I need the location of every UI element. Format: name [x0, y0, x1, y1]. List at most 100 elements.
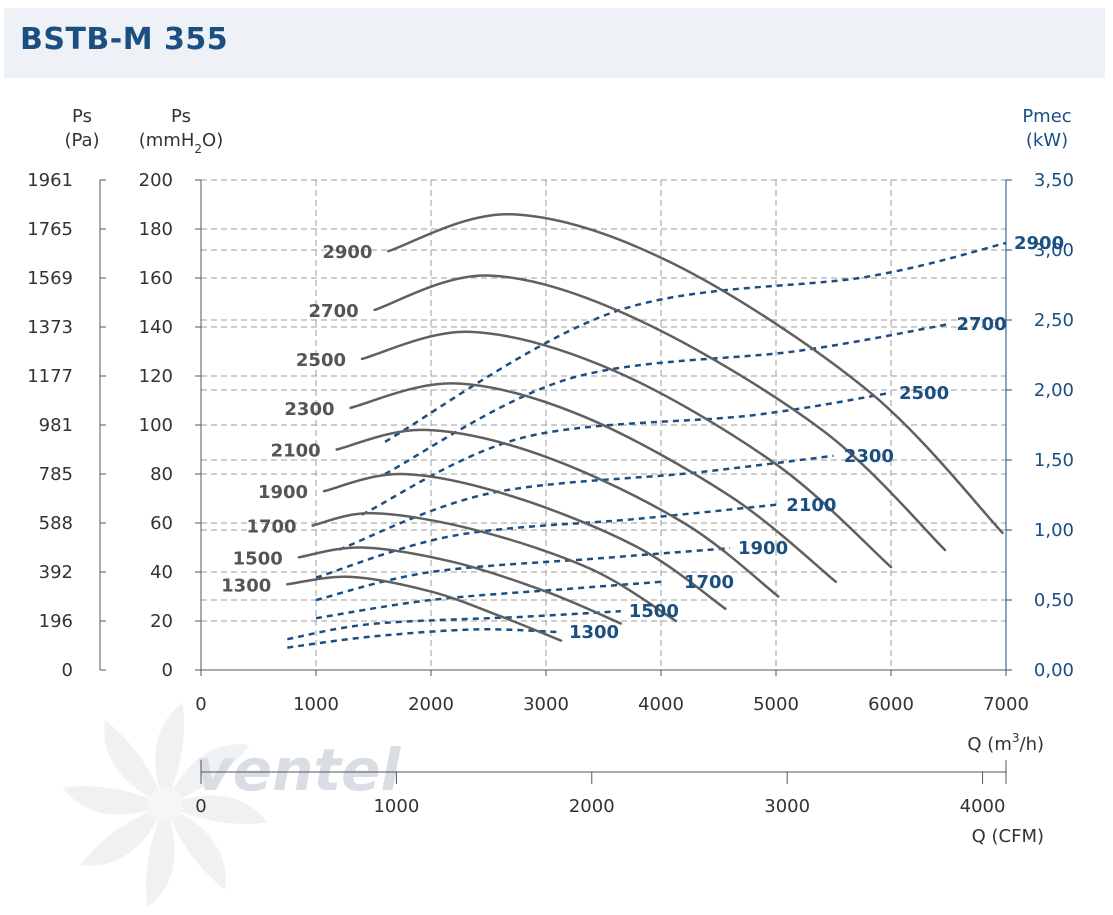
pressure-curve-label: 2300 — [284, 399, 334, 420]
pressure-curve-2500 — [360, 330, 893, 569]
pressure-curve-2100 — [335, 428, 780, 598]
power-curve-label: 1700 — [684, 572, 734, 593]
y2-tick-label: 1,50 — [1034, 450, 1074, 471]
x-m3h-tick-label: 5000 — [753, 694, 799, 715]
pressure-curve-label: 1900 — [258, 482, 308, 503]
power-curves — [287, 241, 1007, 649]
y-mm-tick-label: 160 — [139, 268, 173, 289]
left-pa-axis-title: Ps — [72, 106, 92, 127]
right-axis-title: Pmec — [1022, 106, 1071, 127]
y-mm-tick-label: 200 — [139, 170, 173, 191]
power-curve-label: 2100 — [786, 495, 836, 516]
y-pa-tick-label: 981 — [39, 415, 73, 436]
pressure-curve-1500 — [297, 546, 623, 625]
ventel-watermark: ventel — [62, 702, 401, 908]
y-pa-tick-label: 1569 — [27, 268, 73, 289]
title-bar: BSTB-M 355 — [4, 8, 1105, 78]
power-curve-label: 2900 — [1014, 233, 1064, 254]
y2-tick-label: 0,50 — [1034, 590, 1074, 611]
pressure-curves — [286, 213, 1004, 642]
y2-tick-label: 2,50 — [1034, 310, 1074, 331]
y-mm-tick-label: 100 — [139, 415, 173, 436]
fan-blade-shape — [80, 805, 165, 866]
y-mm-tick-label: 180 — [139, 219, 173, 240]
fan-hub-shape — [147, 787, 183, 823]
fan-blade-shape — [155, 702, 184, 805]
x-m3h-tick-label: 2000 — [408, 694, 454, 715]
pressure-curve-2900 — [387, 213, 1004, 535]
y-pa-tick-label: 1961 — [27, 170, 73, 191]
axes: 0204060801001201401601802000196392588785… — [27, 170, 1074, 817]
right-axis-unit: (kW) — [1026, 130, 1068, 151]
power-curve-label: 1500 — [629, 601, 679, 622]
y-mm-tick-label: 40 — [150, 562, 173, 583]
pressure-curve-label: 2900 — [322, 242, 372, 263]
left-mm-unit-post: O) — [202, 130, 223, 151]
pressure-curve-label: 2500 — [296, 350, 346, 371]
x-m3h-axis-label: Q (m3/h) — [967, 731, 1044, 755]
curve-labels: 1300150017001900210023002500270029001300… — [221, 233, 1064, 643]
y2-tick-label: 3,00 — [1034, 240, 1074, 261]
pressure-curve-1300 — [286, 575, 563, 642]
pressure-curve-2700 — [373, 274, 947, 552]
pressure-curve-1700 — [311, 511, 678, 623]
fan-blade-shape — [62, 786, 165, 815]
y-pa-tick-label: 1373 — [27, 317, 73, 338]
y-pa-tick-label: 392 — [39, 562, 73, 583]
y2-tick-label: 2,00 — [1034, 380, 1074, 401]
pressure-curve-label: 2700 — [309, 301, 359, 322]
x-m3h-label-pre: Q (m — [967, 734, 1011, 755]
x-m3h-label-post: /h) — [1020, 734, 1045, 755]
fan-watermark-icon — [62, 702, 268, 908]
pressure-curve-label: 1500 — [233, 548, 283, 569]
power-curve-label: 1300 — [569, 622, 619, 643]
x-m3h-tick-label: 3000 — [523, 694, 569, 715]
power-curve-1300 — [287, 628, 562, 649]
power-curve-2500 — [361, 391, 892, 516]
pressure-curve-2300 — [349, 382, 838, 584]
left-mm-axis-unit: (mmH2O) — [139, 130, 223, 156]
left-mm-unit-sub: 2 — [194, 142, 202, 156]
x-m3h-tick-label: 7000 — [983, 694, 1029, 715]
x-m3h-label-sup: 3 — [1012, 731, 1020, 745]
power-curve-label: 2700 — [957, 314, 1007, 335]
y2-tick-label: 0,00 — [1034, 660, 1074, 681]
y-pa-tick-label: 1765 — [27, 219, 73, 240]
left-mm-unit-pre: (mmH — [139, 130, 195, 151]
pressure-curve-label: 1300 — [221, 575, 271, 596]
chart-title: BSTB-M 355 — [20, 22, 229, 57]
fan-blade-shape — [104, 720, 165, 805]
y-mm-tick-label: 140 — [139, 317, 173, 338]
power-curve-1900 — [315, 546, 731, 602]
power-curve-1700 — [315, 580, 662, 620]
y-mm-tick-label: 120 — [139, 366, 173, 387]
y-mm-tick-label: 0 — [162, 660, 173, 681]
x-m3h-tick-label: 0 — [195, 694, 206, 715]
x-cfm-tick-label: 0 — [195, 796, 206, 817]
x-cfm-tick-label: 2000 — [569, 796, 615, 817]
y-pa-tick-label: 196 — [39, 611, 73, 632]
x-m3h-tick-label: 1000 — [293, 694, 339, 715]
x-cfm-axis-label: Q (CFM) — [972, 826, 1044, 847]
x-cfm-tick-label: 3000 — [764, 796, 810, 817]
power-curve-label: 1900 — [738, 538, 788, 559]
power-curve-2100 — [315, 503, 777, 579]
x-cfm-tick-label: 4000 — [960, 796, 1006, 817]
pressure-curve-label: 2100 — [271, 441, 321, 462]
pressure-curve-1900 — [322, 472, 727, 611]
x-m3h-tick-label: 6000 — [868, 694, 914, 715]
y2-tick-label: 1,00 — [1034, 520, 1074, 541]
power-curve-2300 — [338, 454, 834, 551]
left-mm-axis-title: Ps — [171, 106, 191, 127]
fan-blade-shape — [165, 805, 226, 890]
fan-blade-shape — [165, 795, 268, 824]
y-mm-tick-label: 60 — [150, 513, 173, 534]
ventel-watermark-text: ventel — [195, 736, 401, 804]
power-curve-2700 — [384, 322, 949, 476]
y-pa-tick-label: 785 — [39, 464, 73, 485]
power-curve-1500 — [287, 609, 621, 641]
y2-tick-label: 3,50 — [1034, 170, 1074, 191]
fan-blade-shape — [165, 744, 250, 805]
y-pa-tick-label: 1177 — [27, 366, 73, 387]
fan-blade-shape — [146, 805, 175, 908]
